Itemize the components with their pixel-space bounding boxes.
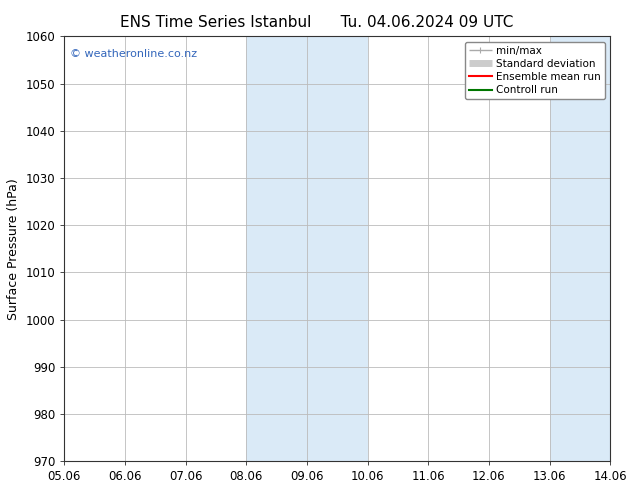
Bar (246, 36, 368, 461)
Text: © weatheronline.co.nz: © weatheronline.co.nz (70, 49, 197, 59)
Legend: min/max, Standard deviation, Ensemble mean run, Controll run: min/max, Standard deviation, Ensemble me… (465, 42, 605, 99)
Bar (550, 36, 634, 461)
Y-axis label: Surface Pressure (hPa): Surface Pressure (hPa) (7, 178, 20, 319)
Text: ENS Time Series Istanbul      Tu. 04.06.2024 09 UTC: ENS Time Series Istanbul Tu. 04.06.2024 … (120, 15, 514, 30)
